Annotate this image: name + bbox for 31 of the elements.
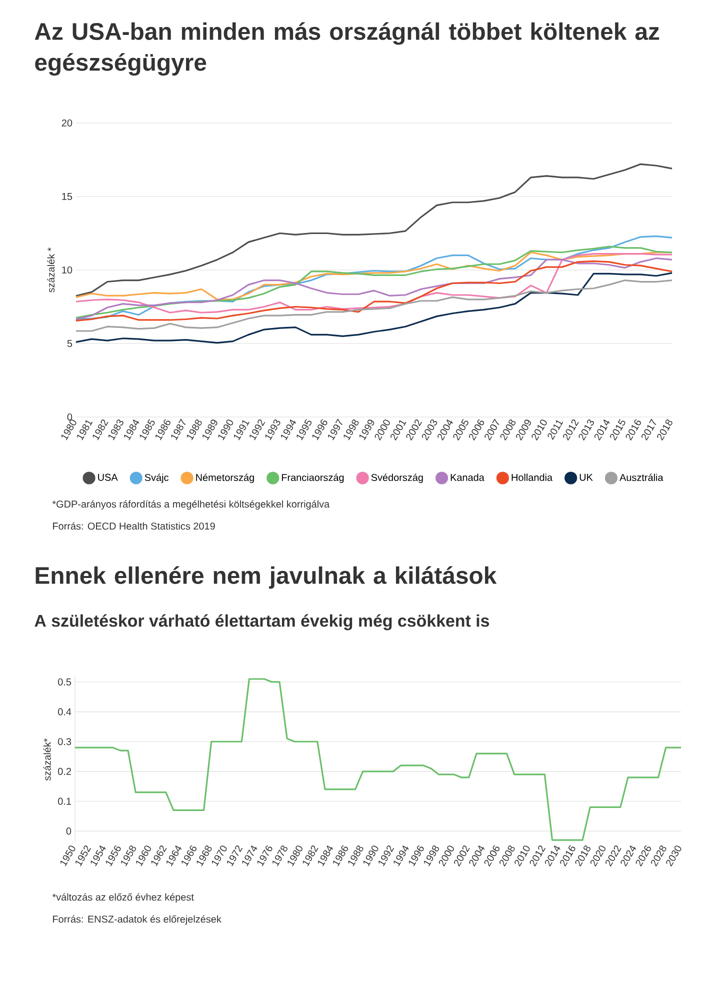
text: Forrás: ENSZ-adatok és előrejelzések: [53, 915, 222, 925]
chart-subtitle: A születéskor várható élettartam évekig még csökkent is: [34, 614, 490, 630]
legend-label: Kanada: [450, 474, 484, 481]
y-axis-title: százalék *: [47, 247, 55, 292]
y-tick-label: 0.4: [58, 708, 72, 716]
y-tick-label: 0: [66, 828, 72, 835]
legend-label: UK: [580, 474, 593, 481]
y-axis-title: százalék*: [43, 738, 51, 781]
text: *GDP-arányos ráfordítás a megélhetési költségekkel korrigálva: [52, 500, 330, 510]
legend-label: Ausztrália: [620, 474, 664, 482]
y-tick-label: 0.1: [58, 798, 71, 805]
y-tick-label: 15: [62, 193, 72, 200]
y-tick-label: 0.2: [58, 768, 71, 775]
legend-label: Hollandia: [512, 474, 553, 481]
text: Forrás: OECD Health Statistics 2019: [53, 522, 215, 530]
line-series: [74, 678, 682, 841]
legend-label: USA: [98, 474, 118, 481]
chart-title: Az USA-ban minden más országnál többet költenek az egészségügyre: [34, 22, 660, 76]
legend-label: Svájc: [144, 474, 168, 483]
line-series: [75, 272, 673, 344]
legend-label: Svédország: [371, 474, 423, 483]
y-tick-label: 0.5: [58, 678, 72, 686]
y-tick-label: 10: [62, 266, 72, 274]
y-tick-label: 0: [67, 413, 72, 421]
y-tick-label: 0.3: [58, 738, 72, 746]
legend-label: Franciaország: [282, 474, 344, 483]
text: *változás az előző évhez képest: [52, 893, 194, 903]
y-tick-label: 20: [62, 119, 72, 127]
legend-label: Németország: [196, 474, 254, 483]
chart-title: Ennek ellenére nem javulnak a kilátások: [36, 566, 497, 589]
y-tick-label: 5: [67, 340, 72, 347]
